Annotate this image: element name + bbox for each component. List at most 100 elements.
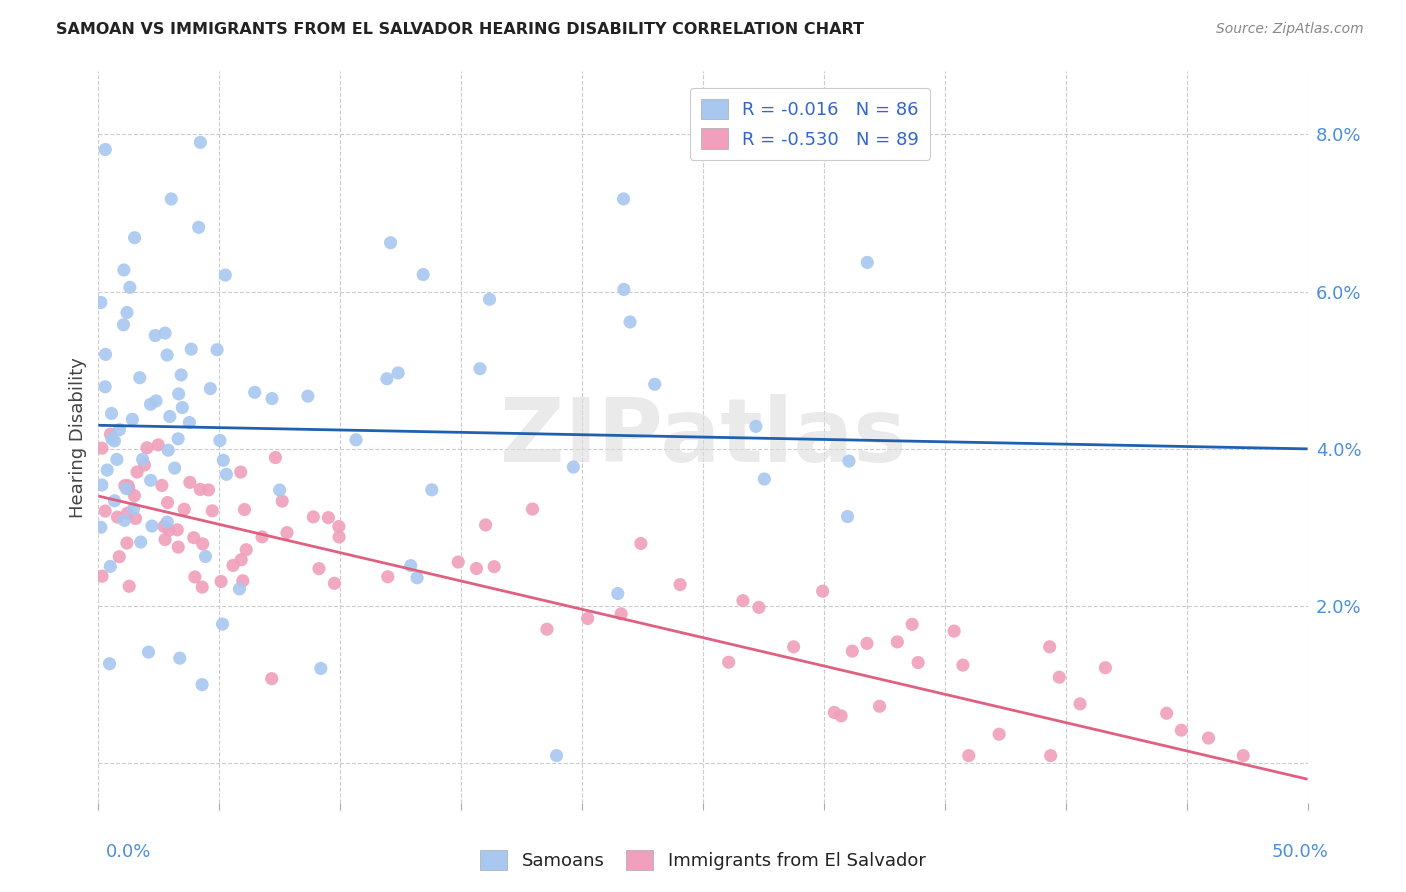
Point — [229, 465, 252, 479]
Point — [94, 143, 117, 157]
Point — [669, 577, 692, 591]
Point — [717, 655, 740, 669]
Point — [128, 370, 150, 384]
Point — [108, 423, 131, 437]
Point — [156, 348, 179, 362]
Point — [94, 504, 117, 518]
Point — [101, 432, 124, 446]
Point — [115, 536, 138, 550]
Point — [619, 315, 641, 329]
Point — [297, 389, 319, 403]
Point — [465, 561, 488, 575]
Point — [136, 441, 159, 455]
Point — [117, 479, 139, 493]
Point — [907, 656, 929, 670]
Point — [838, 454, 860, 468]
Point — [1232, 748, 1254, 763]
Point — [380, 235, 402, 250]
Point — [90, 520, 112, 534]
Point — [328, 519, 350, 533]
Point — [157, 523, 180, 537]
Point — [134, 458, 156, 472]
Point — [124, 230, 146, 244]
Point — [145, 393, 167, 408]
Point — [269, 483, 291, 497]
Point — [243, 385, 266, 400]
Point — [94, 347, 117, 361]
Point — [215, 467, 238, 482]
Point — [167, 540, 190, 554]
Point — [112, 318, 135, 332]
Point — [420, 483, 443, 497]
Point — [125, 465, 148, 479]
Point — [159, 409, 181, 424]
Point — [754, 472, 776, 486]
Point — [1039, 640, 1062, 654]
Point — [399, 558, 422, 573]
Point — [610, 607, 633, 621]
Point — [474, 518, 496, 533]
Point — [90, 478, 112, 492]
Point — [344, 433, 367, 447]
Point — [139, 397, 162, 411]
Point — [183, 531, 205, 545]
Point — [91, 569, 114, 583]
Point — [138, 645, 160, 659]
Point — [522, 502, 544, 516]
Point — [233, 502, 256, 516]
Point — [194, 549, 217, 564]
Point — [117, 507, 139, 521]
Point — [124, 489, 146, 503]
Point — [228, 582, 250, 596]
Point — [211, 617, 233, 632]
Point — [173, 502, 195, 516]
Point — [100, 407, 122, 421]
Point — [212, 453, 235, 467]
Point — [139, 474, 162, 488]
Point — [231, 553, 253, 567]
Point — [250, 530, 273, 544]
Point — [201, 504, 224, 518]
Point — [856, 255, 879, 269]
Point — [235, 542, 257, 557]
Point — [447, 555, 470, 569]
Point — [184, 570, 207, 584]
Point — [1198, 731, 1220, 745]
Text: 50.0%: 50.0% — [1272, 843, 1329, 861]
Point — [143, 328, 166, 343]
Point — [308, 561, 330, 575]
Point — [108, 549, 131, 564]
Point — [115, 482, 138, 496]
Point — [387, 366, 409, 380]
Point — [222, 558, 245, 573]
Point — [830, 709, 852, 723]
Text: SAMOAN VS IMMIGRANTS FROM EL SALVADOR HEARING DISABILITY CORRELATION CHART: SAMOAN VS IMMIGRANTS FROM EL SALVADOR HE… — [56, 22, 865, 37]
Point — [156, 495, 179, 509]
Point — [478, 292, 501, 306]
Point — [375, 372, 398, 386]
Point — [1094, 661, 1116, 675]
Legend: R = -0.016   N = 86, R = -0.530   N = 89: R = -0.016 N = 86, R = -0.530 N = 89 — [690, 87, 929, 160]
Point — [302, 509, 325, 524]
Point — [957, 748, 980, 763]
Point — [869, 699, 891, 714]
Point — [190, 136, 212, 150]
Point — [179, 475, 201, 490]
Point — [811, 584, 834, 599]
Point — [377, 570, 399, 584]
Point — [209, 574, 232, 589]
Point — [180, 342, 202, 356]
Point — [576, 611, 599, 625]
Point — [309, 661, 332, 675]
Point — [191, 580, 214, 594]
Point — [276, 525, 298, 540]
Point — [94, 380, 117, 394]
Text: 0.0%: 0.0% — [105, 843, 150, 861]
Point — [208, 434, 231, 448]
Point — [167, 432, 190, 446]
Point — [901, 617, 924, 632]
Point — [612, 192, 634, 206]
Text: ZIPatlas: ZIPatlas — [501, 393, 905, 481]
Point — [124, 511, 146, 525]
Point — [1039, 748, 1062, 763]
